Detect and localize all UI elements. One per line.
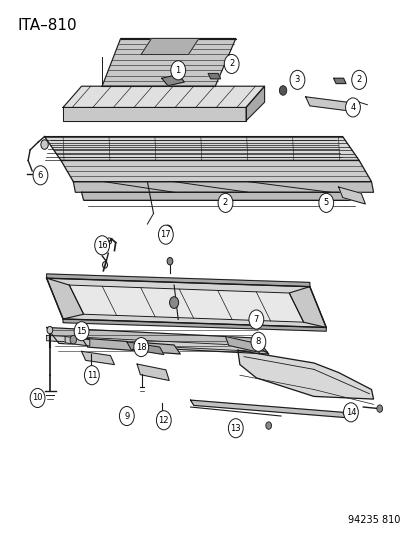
- Text: 11: 11: [86, 370, 97, 379]
- Circle shape: [265, 422, 271, 429]
- Polygon shape: [47, 278, 325, 327]
- Polygon shape: [63, 108, 245, 120]
- Circle shape: [47, 326, 53, 334]
- Text: 15: 15: [76, 327, 87, 336]
- Polygon shape: [63, 319, 325, 331]
- Circle shape: [84, 366, 99, 385]
- Circle shape: [167, 257, 173, 265]
- Circle shape: [169, 297, 178, 309]
- Circle shape: [376, 405, 382, 413]
- Text: 94235 810: 94235 810: [347, 515, 399, 525]
- Text: 8: 8: [255, 337, 261, 346]
- Text: 3: 3: [294, 75, 299, 84]
- Polygon shape: [245, 86, 264, 120]
- Polygon shape: [47, 278, 83, 319]
- Text: 18: 18: [135, 343, 146, 352]
- Circle shape: [218, 193, 233, 213]
- Circle shape: [351, 70, 366, 90]
- Circle shape: [345, 98, 359, 117]
- Circle shape: [33, 166, 48, 185]
- Text: 16: 16: [97, 241, 107, 250]
- Text: 14: 14: [345, 408, 355, 417]
- Polygon shape: [137, 364, 169, 381]
- Polygon shape: [190, 400, 345, 418]
- Polygon shape: [73, 182, 373, 192]
- Circle shape: [30, 389, 45, 408]
- Polygon shape: [47, 327, 268, 354]
- Polygon shape: [81, 351, 114, 365]
- Text: 2: 2: [228, 60, 234, 68]
- Text: 12: 12: [158, 416, 169, 425]
- Polygon shape: [45, 136, 358, 160]
- Text: 6: 6: [38, 171, 43, 180]
- Text: 7: 7: [253, 315, 259, 324]
- Text: 10: 10: [32, 393, 43, 402]
- Polygon shape: [289, 287, 325, 327]
- Polygon shape: [208, 74, 220, 79]
- Circle shape: [158, 225, 173, 244]
- Text: 5: 5: [323, 198, 328, 207]
- Circle shape: [156, 411, 171, 430]
- Circle shape: [95, 236, 109, 255]
- Polygon shape: [338, 187, 364, 204]
- Polygon shape: [237, 350, 373, 399]
- Polygon shape: [65, 336, 90, 346]
- Polygon shape: [47, 274, 309, 287]
- Circle shape: [224, 54, 238, 74]
- Polygon shape: [47, 335, 256, 351]
- Polygon shape: [81, 338, 180, 354]
- Circle shape: [228, 419, 242, 438]
- Circle shape: [159, 411, 164, 419]
- Text: 17: 17: [160, 230, 171, 239]
- Circle shape: [290, 70, 304, 90]
- Polygon shape: [225, 336, 259, 352]
- Polygon shape: [333, 78, 345, 84]
- Polygon shape: [102, 38, 235, 86]
- Circle shape: [318, 193, 333, 213]
- Circle shape: [119, 407, 134, 425]
- Circle shape: [70, 335, 76, 344]
- Text: 2: 2: [222, 198, 228, 207]
- Polygon shape: [61, 160, 370, 182]
- Circle shape: [279, 86, 286, 95]
- Circle shape: [171, 61, 185, 80]
- Circle shape: [41, 140, 48, 149]
- Text: 9: 9: [124, 411, 129, 421]
- Circle shape: [250, 332, 265, 351]
- Text: 4: 4: [349, 103, 355, 112]
- Circle shape: [221, 198, 227, 206]
- Circle shape: [164, 225, 172, 236]
- Circle shape: [74, 321, 89, 341]
- Polygon shape: [63, 86, 264, 108]
- Polygon shape: [141, 38, 198, 54]
- Text: 1: 1: [175, 66, 180, 75]
- Polygon shape: [161, 75, 184, 86]
- Polygon shape: [69, 285, 303, 322]
- Circle shape: [133, 337, 148, 357]
- Text: 13: 13: [230, 424, 240, 433]
- Text: 2: 2: [356, 75, 361, 84]
- Polygon shape: [81, 192, 352, 200]
- Polygon shape: [126, 342, 164, 354]
- Text: ITA–810: ITA–810: [18, 18, 77, 34]
- Polygon shape: [305, 97, 350, 111]
- Circle shape: [248, 310, 263, 329]
- Circle shape: [343, 403, 358, 422]
